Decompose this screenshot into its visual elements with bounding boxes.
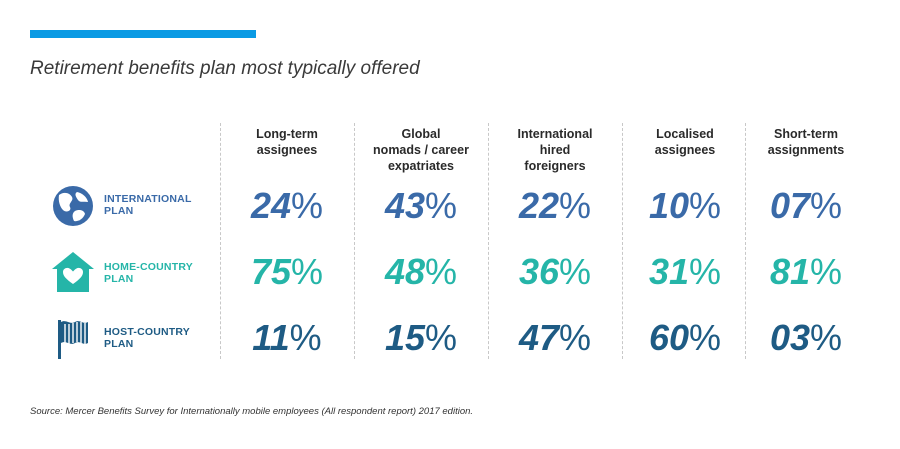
value-unit: % bbox=[810, 185, 842, 226]
column-divider bbox=[220, 123, 221, 359]
value-cell: 22% bbox=[491, 186, 619, 226]
value-unit: % bbox=[290, 317, 322, 358]
value-cell: 15% bbox=[357, 318, 485, 358]
value-unit: % bbox=[810, 317, 842, 358]
value-unit: % bbox=[559, 251, 591, 292]
value-cell: 43% bbox=[357, 186, 485, 226]
value-unit: % bbox=[689, 185, 721, 226]
value-cell: 10% bbox=[621, 186, 749, 226]
column-header-localised: Localised assignees bbox=[621, 126, 749, 158]
value-number: 60 bbox=[649, 317, 689, 358]
value-number: 43 bbox=[385, 185, 425, 226]
value-number: 03 bbox=[770, 317, 810, 358]
column-header-global-nomads: Global nomads / career expatriates bbox=[357, 126, 485, 174]
value-unit: % bbox=[559, 185, 591, 226]
value-unit: % bbox=[291, 185, 323, 226]
value-cell: 11% bbox=[223, 318, 351, 358]
value-cell: 60% bbox=[621, 318, 749, 358]
chart-title: Retirement benefits plan most typically … bbox=[30, 58, 420, 80]
value-cell: 03% bbox=[742, 318, 870, 358]
column-header-long-term: Long-term assignees bbox=[223, 126, 351, 158]
value-cell: 07% bbox=[742, 186, 870, 226]
value-number: 07 bbox=[770, 185, 810, 226]
value-unit: % bbox=[425, 185, 457, 226]
value-unit: % bbox=[425, 317, 457, 358]
accent-bar bbox=[30, 30, 256, 38]
value-number: 81 bbox=[770, 251, 810, 292]
row-label-international: INTERNATIONAL PLAN bbox=[104, 193, 192, 217]
flag-icon bbox=[50, 316, 96, 362]
column-divider bbox=[354, 123, 355, 359]
value-number: 47 bbox=[519, 317, 559, 358]
value-cell: 48% bbox=[357, 252, 485, 292]
value-unit: % bbox=[689, 317, 721, 358]
row-label-home-country: HOME-COUNTRY PLAN bbox=[104, 261, 193, 285]
source-note: Source: Mercer Benefits Survey for Inter… bbox=[30, 406, 473, 417]
column-header-international-hired: International hired foreigners bbox=[491, 126, 619, 174]
value-cell: 75% bbox=[223, 252, 351, 292]
value-unit: % bbox=[291, 251, 323, 292]
value-cell: 36% bbox=[491, 252, 619, 292]
value-number: 11 bbox=[252, 317, 289, 358]
value-unit: % bbox=[559, 317, 591, 358]
house-heart-icon bbox=[50, 249, 96, 295]
value-number: 15 bbox=[385, 317, 425, 358]
value-number: 75 bbox=[251, 251, 291, 292]
value-cell: 24% bbox=[223, 186, 351, 226]
value-number: 10 bbox=[649, 185, 689, 226]
value-cell: 31% bbox=[621, 252, 749, 292]
value-number: 22 bbox=[519, 185, 559, 226]
value-cell: 81% bbox=[742, 252, 870, 292]
value-number: 36 bbox=[519, 251, 559, 292]
value-cell: 47% bbox=[491, 318, 619, 358]
value-number: 48 bbox=[385, 251, 425, 292]
value-unit: % bbox=[425, 251, 457, 292]
row-label-host-country: HOST-COUNTRY PLAN bbox=[104, 326, 190, 350]
globe-icon bbox=[50, 183, 96, 229]
value-number: 31 bbox=[649, 251, 689, 292]
value-number: 24 bbox=[251, 185, 291, 226]
column-divider bbox=[488, 123, 489, 359]
value-unit: % bbox=[689, 251, 721, 292]
value-unit: % bbox=[810, 251, 842, 292]
column-header-short-term: Short-term assignments bbox=[742, 126, 870, 158]
